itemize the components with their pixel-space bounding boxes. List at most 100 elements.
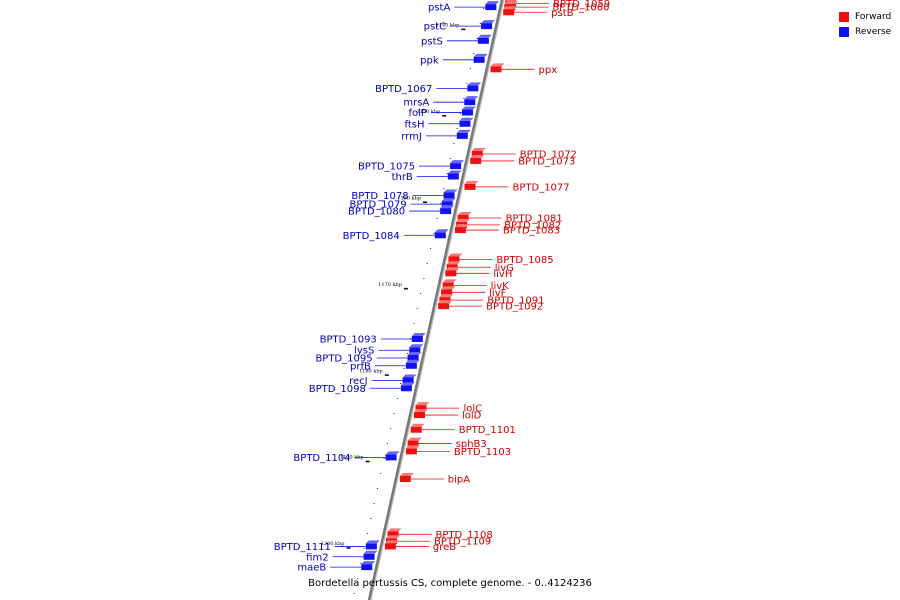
forward-gene-bptd-1108[interactable]	[387, 528, 402, 538]
gene-label-bipa[interactable]: bipA	[448, 475, 470, 486]
gene-label-bptd-1092[interactable]: BPTD_1092	[486, 302, 543, 313]
forward-gene-bptd-1101[interactable]	[410, 423, 425, 433]
forward-gene-greb[interactable]	[384, 540, 399, 550]
gene-label-prfb[interactable]: prfB	[350, 361, 371, 372]
gene-label-bptd-1093[interactable]: BPTD_1093	[320, 334, 377, 345]
gene-label-sphb3[interactable]: sphB3	[456, 439, 487, 450]
reverse-gene-bptd-1111[interactable]	[365, 540, 380, 550]
gene-label-bptd-1079[interactable]: BPTD_1079	[350, 200, 407, 211]
gene-label-rrmj[interactable]: rrmJ	[401, 131, 422, 142]
gene-label-folp[interactable]: folP	[409, 108, 427, 119]
gene-label-ppx[interactable]: ppx	[539, 65, 558, 76]
reverse-gene-bptd-1080[interactable]	[440, 205, 455, 215]
reverse-gene-thrb[interactable]	[447, 170, 462, 180]
gene-label-bptd-1060[interactable]: BPTD_1060	[552, 3, 609, 14]
gene-label-pstb[interactable]: pstB	[551, 8, 573, 19]
reverse-gene-recj[interactable]	[402, 374, 417, 384]
forward-gene-bptd-1085[interactable]	[448, 253, 463, 263]
forward-gene-bptd-1091[interactable]	[439, 294, 454, 304]
forward-gene-livf[interactable]	[441, 286, 456, 296]
reverse-gene-prfb[interactable]	[405, 359, 420, 369]
reverse-gene-folp[interactable]	[461, 106, 476, 116]
gene-label-bptd-1059[interactable]: BPTD_1059	[553, 0, 610, 10]
forward-gene-sphb3[interactable]	[407, 437, 422, 447]
forward-gene-bipa[interactable]	[399, 473, 414, 482]
gene-label-bptd-1109[interactable]: BPTD_1109	[434, 537, 491, 548]
forward-gene-bptd-1073[interactable]	[470, 154, 485, 164]
gene-label-recj[interactable]: recJ	[349, 376, 368, 387]
minor-tick	[449, 158, 452, 159]
forward-gene-bptd-1077[interactable]	[464, 180, 479, 190]
reverse-gene-mrsa[interactable]	[464, 96, 479, 106]
reverse-gene-fim2[interactable]	[363, 550, 378, 560]
reverse-gene-bptd-1098[interactable]	[400, 382, 415, 392]
reverse-gene-bptd-1084[interactable]	[434, 229, 449, 239]
gene-label-lolc[interactable]: lolC	[463, 404, 482, 415]
reverse-gene-bptd-1093[interactable]	[411, 332, 426, 342]
reverse-gene-ppk[interactable]	[473, 53, 488, 63]
gene-label-ppk[interactable]: ppk	[420, 55, 439, 66]
gene-label-livf[interactable]: livF	[489, 288, 506, 299]
gene-label-lyss[interactable]: lysS	[354, 346, 374, 357]
reverse-gene-psts[interactable]	[477, 34, 492, 44]
reverse-gene-bptd-1067[interactable]	[467, 82, 482, 92]
gene-label-livg[interactable]: livG	[495, 263, 514, 274]
gene-label-pstc[interactable]: pstC	[424, 22, 446, 33]
gene-label-bptd-1108[interactable]: BPTD_1108	[436, 530, 493, 541]
gene-label-bptd-1072[interactable]: BPTD_1072	[520, 150, 577, 161]
gene-label-greb[interactable]: greB	[433, 542, 456, 553]
gene-label-bptd-1101[interactable]: BPTD_1101	[459, 425, 516, 436]
gene-label-thrb[interactable]: thrB	[392, 172, 413, 183]
gene-label-ftsh[interactable]: ftsH	[404, 119, 424, 130]
reverse-gene-psta[interactable]	[485, 1, 500, 11]
gene-label-bptd-1075[interactable]: BPTD_1075	[358, 162, 415, 173]
gene-label-livk[interactable]: livK	[491, 281, 509, 292]
gene-label-bptd-1081[interactable]: BPTD_1081	[506, 213, 563, 224]
gene-label-fim2[interactable]: fim2	[306, 552, 328, 563]
forward-gene-livh[interactable]	[445, 267, 460, 277]
reverse-gene-bptd-1078[interactable]	[443, 189, 458, 199]
reverse-gene-ftsh[interactable]	[459, 117, 474, 127]
gene-label-lold[interactable]: lolD	[462, 411, 482, 422]
gene-label-mrsa[interactable]: mrsA	[403, 98, 429, 109]
gene-label-bptd-1067[interactable]: BPTD_1067	[375, 84, 432, 95]
forward-gene-bptd-1083[interactable]	[454, 224, 469, 234]
gene-label-bptd-1077[interactable]: BPTD_1077	[513, 182, 570, 193]
gene-label-bptd-1111[interactable]: BPTD_1111	[274, 542, 331, 553]
forward-gene-pstb[interactable]	[503, 6, 518, 16]
forward-gene-livk[interactable]	[442, 279, 457, 289]
gene-label-bptd-1098[interactable]: BPTD_1098	[309, 384, 366, 395]
gene-label-bptd-1082[interactable]: BPTD_1082	[504, 220, 561, 231]
reverse-gene-bptd-1104[interactable]	[385, 451, 400, 461]
reverse-gene-rrmj[interactable]	[456, 129, 471, 139]
reverse-gene-lyss[interactable]	[409, 344, 424, 354]
gene-label-bptd-1103[interactable]: BPTD_1103	[454, 447, 511, 458]
reverse-gene-pstc[interactable]	[481, 20, 496, 30]
gene-label-bptd-1073[interactable]: BPTD_1073	[518, 156, 575, 167]
forward-gene-lolc[interactable]	[415, 402, 430, 412]
gene-label-bptd-1080[interactable]: BPTD_1080	[348, 207, 405, 218]
gene-label-bptd-1104[interactable]: BPTD_1104	[293, 453, 350, 464]
gene-label-bptd-1095[interactable]: BPTD_1095	[315, 354, 372, 365]
gene-label-bptd-1091[interactable]: BPTD_1091	[487, 296, 544, 307]
reverse-gene-maeb[interactable]	[361, 561, 376, 571]
gene-label-livh[interactable]: livH	[493, 269, 512, 280]
gene-label-maeb[interactable]: maeB	[297, 563, 326, 574]
forward-gene-ppx[interactable]	[490, 63, 505, 73]
minor-tick	[439, 203, 442, 204]
forward-gene-bptd-1081[interactable]	[457, 211, 472, 221]
forward-gene-bptd-1103[interactable]	[405, 445, 420, 455]
gene-label-psta[interactable]: pstA	[428, 3, 450, 14]
forward-gene-lold[interactable]	[413, 409, 428, 419]
gene-label-bptd-1083[interactable]: BPTD_1083	[503, 226, 560, 237]
forward-gene-livg[interactable]	[446, 261, 461, 271]
forward-gene-bptd-1072[interactable]	[471, 148, 486, 158]
gene-label-bptd-1084[interactable]: BPTD_1084	[343, 231, 400, 242]
gene-label-bptd-1078[interactable]: BPTD_1078	[351, 191, 408, 202]
gene-label-bptd-1085[interactable]: BPTD_1085	[496, 255, 553, 266]
reverse-gene-bptd-1075[interactable]	[450, 160, 465, 170]
gene-label-psts[interactable]: pstS	[421, 36, 443, 47]
forward-gene-bptd-1092[interactable]	[438, 300, 453, 310]
reverse-gene-bptd-1079[interactable]	[441, 198, 456, 208]
reverse-gene-bptd-1095[interactable]	[407, 352, 422, 361]
